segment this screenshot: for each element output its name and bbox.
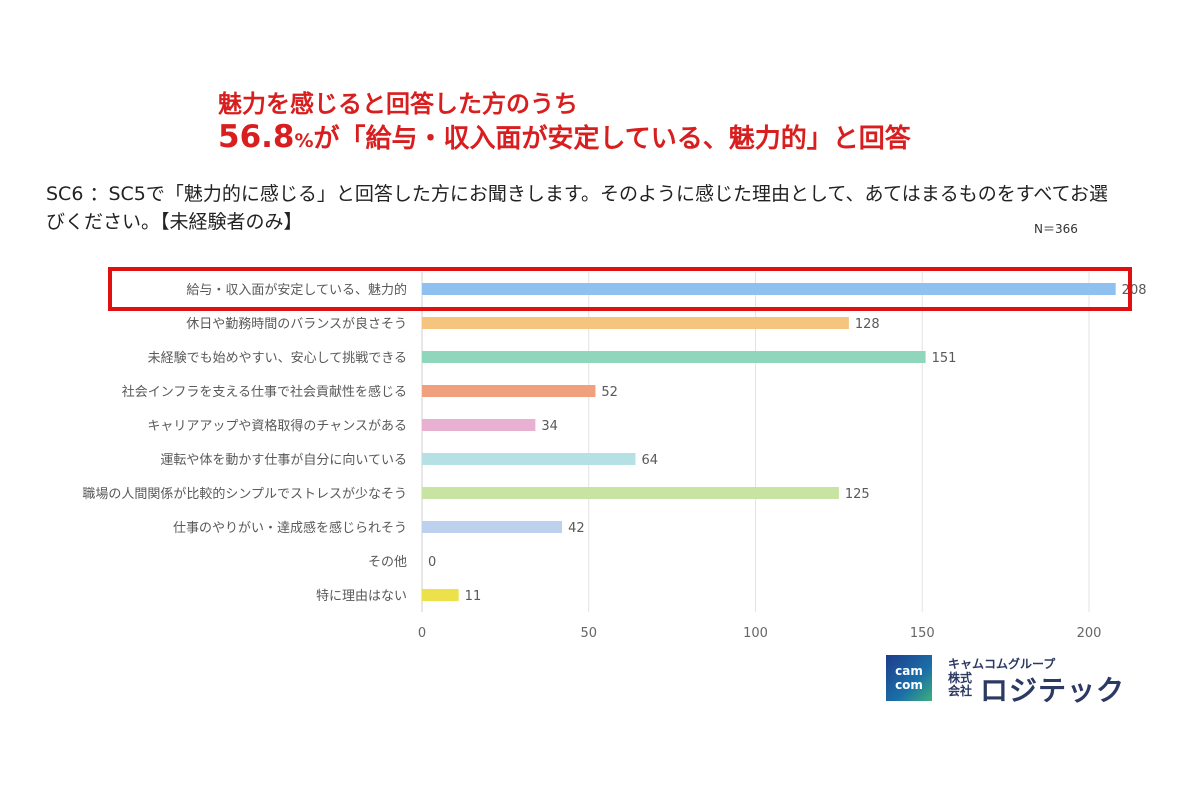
headline-percent: % xyxy=(294,130,314,152)
sample-size: N＝366 xyxy=(1034,222,1078,236)
data-label: 64 xyxy=(641,453,658,468)
category-label: 社会インフラを支える仕事で社会貢献性を感じる xyxy=(122,384,407,400)
logo-mark: cam com xyxy=(886,655,932,701)
company-logo: cam com キャムコムグループ 株式会社 ロジテック xyxy=(886,655,1136,707)
data-label: 0 xyxy=(428,555,436,570)
x-tick-label: 0 xyxy=(418,626,426,641)
x-tick-label: 150 xyxy=(910,626,935,641)
logo-group-name: キャムコムグループ xyxy=(948,657,1056,671)
category-label: 仕事のやりがい・達成感を感じられそう xyxy=(173,520,407,536)
bar xyxy=(422,487,839,499)
data-label: 151 xyxy=(932,351,957,366)
data-label: 34 xyxy=(541,419,558,434)
category-label: 運転や体を動かす仕事が自分に向いている xyxy=(160,452,407,468)
x-tick-label: 50 xyxy=(580,626,597,641)
category-label: 未経験でも始めやすい、安心して挑戦できる xyxy=(148,351,407,366)
bar xyxy=(422,589,459,601)
category-label: その他 xyxy=(368,555,407,570)
logo-company-name: ロジテック xyxy=(980,674,1126,707)
category-label: 休日や勤務時間のバランスが良さそう xyxy=(186,316,407,332)
logo-kk: 株式会社 xyxy=(948,671,973,698)
bar xyxy=(422,453,636,465)
bar xyxy=(422,317,849,329)
category-label: 職場の人間関係が比較的シンプルでストレスが少なそう xyxy=(82,486,407,502)
x-tick-label: 100 xyxy=(743,626,768,641)
bar xyxy=(422,283,1116,295)
bar xyxy=(422,385,596,397)
data-label: 125 xyxy=(845,487,870,502)
survey-question: SC6 ：SC5で「魅力的に感じる」と回答した方にお聞きします。そのように感じた… xyxy=(46,183,1109,233)
data-label: 52 xyxy=(601,385,618,400)
category-label: 給与・収入面が安定している、魅力的 xyxy=(186,282,407,298)
highlight-box xyxy=(108,267,1132,311)
category-label: 特に理由はない xyxy=(316,589,407,604)
x-tick-label: 200 xyxy=(1077,626,1102,641)
bar xyxy=(422,419,536,431)
category-label: キャリアアップや資格取得のチャンスがある xyxy=(147,418,407,434)
headline-rest: が「給与・収入面が安定している、魅力的」と回答 xyxy=(313,124,911,154)
bar xyxy=(422,351,926,363)
headline-line-2: 56.8%が「給与・収入面が安定している、魅力的」と回答 xyxy=(218,118,911,155)
data-label: 11 xyxy=(465,589,482,604)
bar xyxy=(422,521,563,533)
data-label: 128 xyxy=(855,317,880,332)
headline-line-1: 魅力を感じると回答した方のうち xyxy=(218,90,578,118)
headline-number: 56.8 xyxy=(218,119,295,155)
data-label: 208 xyxy=(1122,283,1147,298)
data-label: 42 xyxy=(568,521,585,536)
